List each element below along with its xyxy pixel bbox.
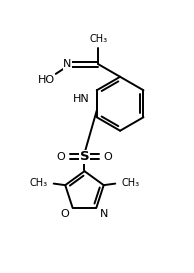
Text: CH₃: CH₃ <box>89 34 107 44</box>
Text: S: S <box>80 150 89 163</box>
Text: O: O <box>104 152 113 162</box>
Text: CH₃: CH₃ <box>121 178 139 188</box>
Text: N: N <box>100 209 108 218</box>
Text: N: N <box>63 59 71 69</box>
Text: CH₃: CH₃ <box>30 178 48 188</box>
Text: O: O <box>60 209 69 218</box>
Text: O: O <box>56 152 65 162</box>
Text: HO: HO <box>38 75 55 85</box>
Text: HN: HN <box>73 94 89 104</box>
